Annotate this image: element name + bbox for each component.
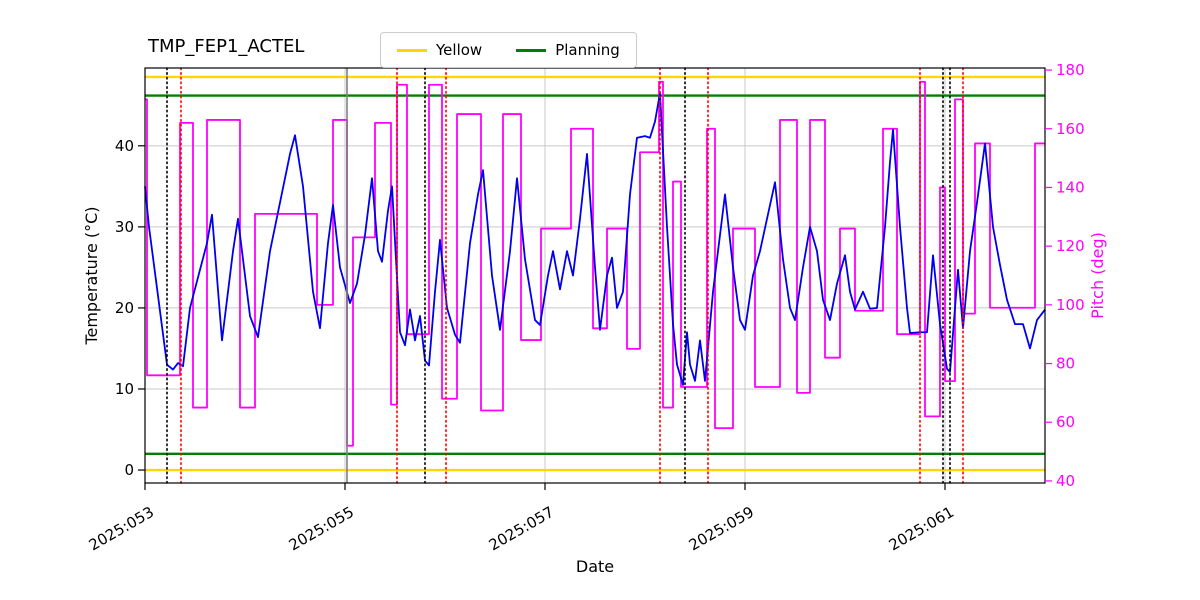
x-tick-label: 2025:061 — [886, 503, 957, 555]
y-tick-label-left: 40 — [115, 137, 134, 155]
x-axis: 2025:053 2025:055 2025:057 2025:059 2025:061 — [86, 483, 957, 554]
legend-yellow-label: Yellow — [436, 41, 483, 59]
legend: Yellow Planning — [380, 32, 637, 68]
legend-item-yellow: Yellow — [397, 41, 482, 59]
x-tick-label: 2025:059 — [686, 503, 757, 555]
y-tick-label-right: 180 — [1056, 61, 1085, 79]
y-axis-label-right: Pitch (deg) — [1088, 232, 1107, 319]
y-axis-left: 0 10 20 30 40 — [115, 137, 145, 479]
legend-planning-line-icon — [516, 48, 547, 52]
y-tick-label-left: 30 — [115, 218, 134, 236]
y-tick-label-left: 20 — [115, 299, 134, 317]
y-tick-label-right: 40 — [1056, 472, 1075, 490]
x-tick-label: 2025:053 — [86, 503, 157, 555]
legend-item-planning: Planning — [516, 41, 620, 59]
chart-title: TMP_FEP1_ACTEL — [148, 36, 305, 57]
y-tick-label-left: 0 — [124, 461, 134, 479]
x-axis-label: Date — [576, 557, 614, 576]
y-tick-label-right: 140 — [1056, 178, 1085, 196]
y-tick-label-right: 60 — [1056, 413, 1075, 431]
y-tick-label-right: 160 — [1056, 120, 1085, 138]
limit-lines — [145, 75, 1045, 472]
y-axis-right: 40 60 80 100 120 140 160 180 — [1045, 61, 1085, 490]
plot-border — [144, 67, 1046, 484]
y-tick-label-right: 120 — [1056, 237, 1085, 255]
x-tick-label: 2025:057 — [486, 503, 557, 555]
y-tick-label-left: 10 — [115, 380, 134, 398]
legend-planning-label: Planning — [555, 41, 620, 59]
x-tick-label: 2025:055 — [286, 503, 357, 555]
temperature-line — [144, 92, 1046, 386]
y-tick-label-right: 80 — [1056, 355, 1075, 373]
event-lines — [166, 67, 964, 484]
legend-yellow-line-icon — [397, 48, 427, 52]
y-tick-label-right: 100 — [1056, 296, 1085, 314]
y-axis-label-left: Temperature (°C) — [82, 206, 101, 345]
